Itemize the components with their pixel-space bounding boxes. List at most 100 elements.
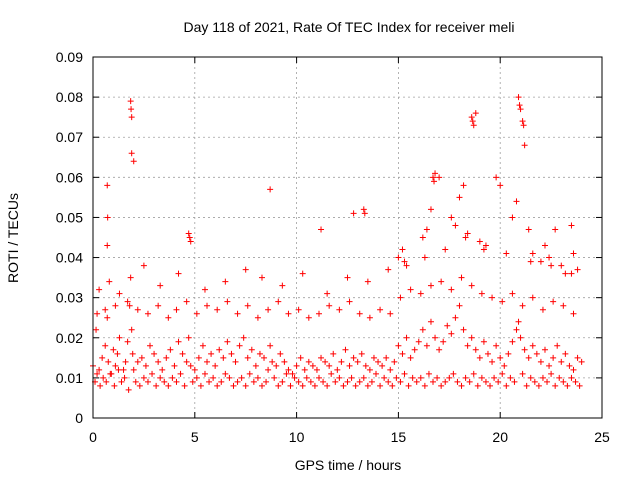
data-point — [138, 354, 145, 361]
x-tick-label: 10 — [289, 429, 305, 445]
data-point — [417, 374, 424, 381]
data-point — [529, 342, 536, 349]
data-point — [236, 342, 243, 349]
data-point — [468, 282, 475, 289]
data-point — [275, 298, 282, 305]
data-point — [448, 214, 455, 221]
data-point — [114, 350, 121, 357]
data-point — [401, 258, 408, 265]
data-point — [94, 310, 101, 317]
data-point — [499, 370, 506, 377]
data-point — [552, 226, 559, 233]
data-point — [568, 374, 575, 381]
data-point — [179, 350, 186, 357]
data-point — [452, 314, 459, 321]
data-point — [322, 358, 329, 365]
y-tick-label: 0.05 — [56, 209, 83, 225]
data-point — [134, 306, 141, 313]
data-point — [468, 334, 475, 341]
data-point — [356, 310, 363, 317]
data-point — [183, 298, 190, 305]
data-point — [173, 306, 180, 313]
y-tick-label: 0.06 — [56, 169, 83, 185]
data-point — [295, 378, 302, 385]
data-point — [224, 338, 231, 345]
y-tick-label: 0.04 — [56, 250, 83, 266]
x-axis-label: GPS time / hours — [295, 457, 402, 473]
data-point — [93, 326, 100, 333]
data-point — [232, 358, 239, 365]
x-tick-label: 5 — [191, 429, 199, 445]
data-point — [556, 374, 563, 381]
data-point — [519, 370, 526, 377]
data-point — [527, 374, 534, 381]
data-point — [427, 318, 434, 325]
data-point — [438, 382, 445, 389]
data-point — [423, 226, 430, 233]
data-point — [474, 382, 481, 389]
data-point — [399, 246, 406, 253]
data-point — [224, 298, 231, 305]
data-point — [476, 354, 483, 361]
data-point — [96, 366, 103, 373]
data-point — [102, 306, 109, 313]
data-point — [493, 342, 500, 349]
data-point — [385, 266, 392, 273]
data-point — [454, 378, 461, 385]
plot-frame — [92, 56, 603, 419]
data-point — [318, 354, 325, 361]
data-point — [360, 374, 367, 381]
data-point — [516, 102, 523, 109]
data-point — [387, 310, 394, 317]
data-point — [442, 246, 449, 253]
data-point — [478, 374, 485, 381]
grid-layer — [93, 57, 602, 418]
data-point — [171, 362, 178, 369]
y-tick-label: 0.08 — [56, 89, 83, 105]
data-point — [466, 378, 473, 385]
data-point — [464, 230, 471, 237]
data-point — [185, 230, 192, 237]
data-point — [206, 378, 213, 385]
data-point — [480, 338, 487, 345]
data-point — [456, 194, 463, 201]
data-point — [383, 354, 390, 361]
data-point — [338, 358, 345, 365]
data-point — [460, 182, 467, 189]
data-point — [165, 314, 172, 321]
data-point — [458, 274, 465, 281]
data-point — [468, 114, 475, 121]
y-tick-label: 0.02 — [56, 330, 83, 346]
data-point — [517, 106, 524, 113]
data-point — [110, 346, 117, 353]
data-point — [523, 382, 530, 389]
data-point — [440, 338, 447, 345]
data-point — [576, 382, 583, 389]
data-point — [470, 370, 477, 377]
data-point — [397, 294, 404, 301]
data-point — [128, 106, 135, 113]
data-point — [199, 342, 206, 349]
data-point — [548, 262, 555, 269]
data-point — [358, 350, 365, 357]
data-point — [364, 278, 371, 285]
data-point — [513, 326, 520, 333]
data-point — [535, 382, 542, 389]
data-point — [163, 354, 170, 361]
data-point — [291, 374, 298, 381]
data-point — [438, 278, 445, 285]
data-point — [423, 342, 430, 349]
data-point — [395, 342, 402, 349]
data-point — [354, 358, 361, 365]
data-point — [301, 366, 308, 373]
data-point — [261, 354, 268, 361]
data-point — [517, 334, 524, 341]
data-point — [344, 274, 351, 281]
data-point — [462, 374, 469, 381]
data-point — [330, 350, 337, 357]
data-point — [144, 310, 151, 317]
data-point — [151, 350, 158, 357]
data-point — [361, 210, 368, 217]
x-tick-label: 25 — [594, 429, 610, 445]
data-point — [121, 374, 128, 381]
